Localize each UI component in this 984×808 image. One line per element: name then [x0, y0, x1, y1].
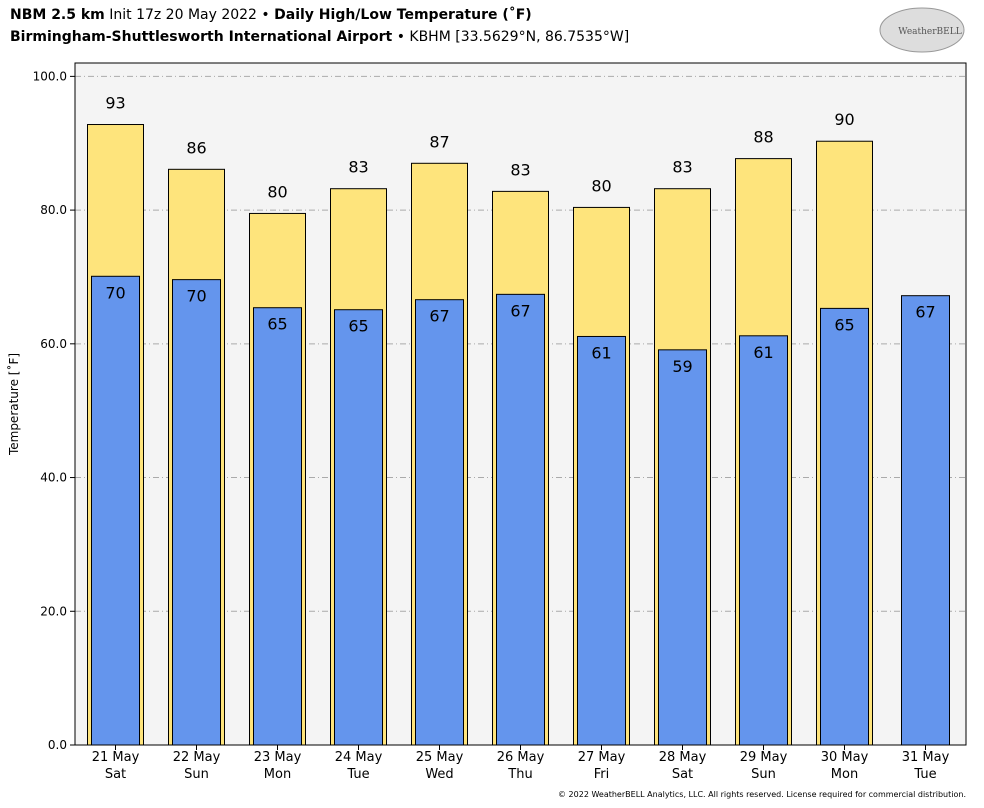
x-tick-label: Sat: [672, 767, 693, 782]
x-tick-label: 28 May: [659, 750, 707, 765]
x-tick-label: Tue: [913, 767, 936, 782]
y-tick-label: 40.0: [40, 471, 67, 485]
data-label: 83: [510, 160, 530, 179]
x-tick-label: 23 May: [254, 750, 302, 765]
x-tick-label: Wed: [425, 767, 453, 782]
logo-swirl: [879, 7, 965, 53]
bar: [415, 299, 464, 746]
bar: [739, 335, 788, 746]
x-tick-label: 22 May: [173, 750, 221, 765]
data-label: 86: [186, 138, 206, 157]
subtitle-part: Birmingham-Shuttlesworth International A…: [10, 29, 393, 45]
data-label: 61: [753, 343, 773, 362]
bar: [577, 335, 626, 746]
data-label: 61: [591, 343, 611, 362]
bar: [658, 349, 707, 746]
data-label: 65: [267, 315, 287, 334]
title-part: Daily High/Low Temperature (˚F): [274, 6, 532, 23]
chart-subtitle: Birmingham-Shuttlesworth International A…: [10, 29, 629, 45]
data-label: 83: [672, 158, 692, 177]
x-tick-label: 30 May: [821, 750, 869, 765]
data-label: 70: [105, 283, 125, 302]
data-label: 67: [915, 303, 935, 322]
data-label: 93: [105, 94, 125, 113]
data-label: 70: [186, 287, 206, 306]
bar: [901, 295, 950, 746]
y-tick-label: 80.0: [40, 203, 67, 217]
data-label: 67: [429, 307, 449, 326]
x-tick-label: Sun: [184, 767, 209, 782]
logo: WeatherBELL: [879, 7, 965, 53]
data-label: 90: [834, 110, 854, 129]
footer: © 2022 WeatherBELL Analytics, LLC. All r…: [558, 790, 966, 799]
x-tick-label: 29 May: [740, 750, 788, 765]
bar: [172, 279, 221, 746]
x-tick-label: 21 May: [92, 750, 140, 765]
data-label: 65: [348, 317, 368, 336]
plot-frame: [74, 62, 967, 746]
y-tick-label: 60.0: [40, 337, 67, 351]
x-tick-label: Mon: [831, 767, 858, 782]
chart-title: NBM 2.5 km Init 17z 20 May 2022 • Daily …: [10, 6, 532, 23]
data-label: 80: [267, 182, 287, 201]
data-label: 83: [348, 158, 368, 177]
x-tick-label: 27 May: [578, 750, 626, 765]
x-tick-label: 25 May: [416, 750, 464, 765]
title-part: Init 17z 20 May 2022 •: [109, 7, 269, 23]
bar: [334, 309, 383, 746]
bar: [496, 293, 545, 746]
y-tick-label: 100.0: [33, 69, 67, 83]
x-tick-label: Fri: [594, 767, 610, 782]
x-tick-label: 31 May: [902, 750, 950, 765]
logo-text: WeatherBELL: [898, 27, 961, 37]
data-label: 88: [753, 128, 773, 147]
bar: [91, 275, 140, 746]
title-part: NBM 2.5 km: [10, 7, 105, 23]
x-tick-label: Thu: [507, 767, 532, 782]
y-tick-label: 0.0: [48, 738, 67, 752]
x-tick-label: Tue: [346, 767, 369, 782]
bar: [820, 307, 869, 746]
x-tick-label: 26 May: [497, 750, 545, 765]
data-label: 80: [591, 176, 611, 195]
x-tick-label: Mon: [264, 767, 291, 782]
bar: [253, 307, 302, 746]
y-axis-label: Temperature [˚F]: [6, 353, 21, 456]
x-tick-label: Sun: [751, 767, 776, 782]
data-label: 87: [429, 132, 449, 151]
data-label: 59: [672, 357, 692, 376]
y-tick-label: 20.0: [40, 604, 67, 618]
x-tick-label: 24 May: [335, 750, 383, 765]
subtitle-part: • KBHM [33.5629°N, 86.7535°W]: [397, 29, 629, 45]
data-label: 67: [510, 301, 530, 320]
data-label: 65: [834, 315, 854, 334]
x-tick-label: Sat: [105, 767, 126, 782]
